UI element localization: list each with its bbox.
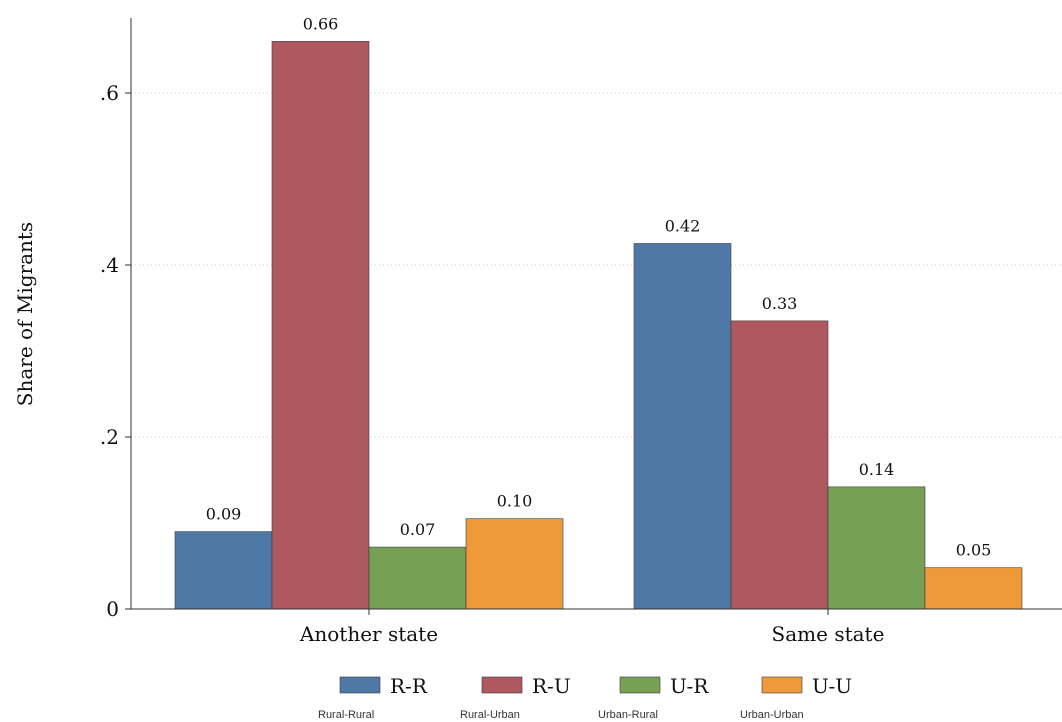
x-category-label: Same state	[772, 622, 885, 646]
y-axis-label: Share of Migrants	[13, 222, 37, 406]
x-category-label: Another state	[299, 622, 438, 646]
bars-group: 0.09 0.66 0.07 0.10 0.42 0.33 0.14 0.05	[174, 14, 1023, 610]
bar	[924, 567, 1023, 610]
legend-label: R-R	[390, 674, 428, 698]
legend: R-R Rural-Rural R-U Rural-Urban U-R Urban-Rur…	[318, 674, 852, 721]
bar	[827, 486, 926, 610]
bar	[174, 531, 273, 610]
data-label: 0.42	[665, 217, 701, 236]
legend-sublabel: Rural-Rural	[318, 709, 374, 721]
data-label: 0.14	[859, 460, 895, 479]
legend-label: U-U	[812, 674, 852, 698]
legend-swatch	[339, 676, 381, 694]
data-label: 0.07	[400, 520, 436, 539]
y-tick-label: .6	[100, 81, 119, 105]
legend-sublabel: Rural-Urban	[460, 709, 520, 721]
bar	[730, 320, 829, 610]
legend-swatch	[481, 676, 523, 694]
bar	[368, 546, 467, 610]
bar	[633, 243, 732, 610]
bar	[465, 518, 564, 610]
y-tick-label: 0	[106, 597, 119, 621]
y-tick-label: .2	[100, 425, 119, 449]
legend-sublabel: Urban-Rural	[598, 709, 658, 721]
legend-swatch	[761, 676, 803, 694]
data-label: 0.05	[956, 541, 992, 560]
y-tick-label: .4	[100, 253, 119, 277]
data-label: 0.66	[303, 14, 339, 33]
legend-label: R-U	[532, 674, 571, 698]
gridlines	[131, 92, 1062, 438]
legend-sublabel: Urban-Urban	[740, 709, 804, 721]
bar	[271, 41, 370, 610]
legend-label: U-R	[670, 674, 709, 698]
data-label: 0.09	[206, 505, 242, 524]
legend-swatch	[619, 676, 661, 694]
data-label: 0.33	[762, 294, 798, 313]
data-label: 0.10	[497, 492, 533, 511]
axes: 0 .2 .4 .6 Another state Same state	[100, 18, 1062, 646]
